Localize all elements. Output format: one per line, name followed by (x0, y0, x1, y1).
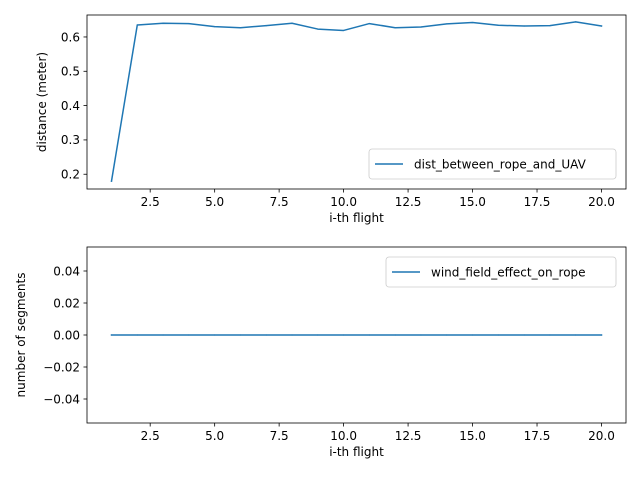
legend-label: wind_field_effect_on_rope (431, 265, 586, 279)
y-tick-label: 0.4 (61, 99, 80, 113)
data-point (446, 334, 448, 336)
x-tick-label: 10.0 (330, 429, 357, 443)
data-point (162, 22, 164, 24)
data-point (575, 21, 577, 23)
data-point (188, 22, 190, 25)
x-tick-label: 5.0 (205, 429, 224, 443)
data-point (265, 334, 267, 336)
legend-box (385, 256, 617, 288)
data-point (368, 334, 370, 336)
data-point (239, 27, 242, 29)
data-point (343, 334, 345, 336)
y-tick-label: 0.3 (61, 133, 80, 147)
segments-chart: 2.5 5.0 7.5 10.0 12.5 15.0 17.5 20.0 −0.04 −0.02 0… (14, 246, 627, 459)
x-tick-label: 10.0 (330, 195, 357, 209)
x-tick-label: 7.5 (270, 429, 289, 443)
distance-chart: 2.5 5.0 7.5 10.0 12.5 15.0 17.5 20.0 0.2 0.3 0.4 0.… (35, 14, 627, 225)
data-point (549, 334, 551, 336)
legend-label: dist_between_rope_and_UAV (414, 157, 587, 171)
data-point (575, 334, 577, 336)
y-tick-label: 0.2 (61, 168, 80, 182)
data-point (110, 180, 113, 182)
data-point (214, 334, 216, 336)
data-point (549, 25, 551, 27)
data-point (394, 334, 396, 336)
x-tick-label: 20.0 (588, 195, 615, 209)
data-point (394, 27, 396, 29)
data-point (110, 334, 113, 336)
plot-frame (86, 14, 627, 190)
data-point (523, 25, 525, 27)
x-tick-label: 17.5 (524, 195, 551, 209)
y-tick-label: 0.00 (53, 328, 80, 342)
data-point (162, 334, 164, 336)
data-point (291, 334, 293, 336)
data-point (136, 334, 138, 336)
x-tick-label: 12.5 (395, 195, 422, 209)
data-point (471, 21, 474, 24)
data-point (523, 334, 525, 336)
y-axis-label: number of segments (14, 273, 28, 398)
x-tick-label: 2.5 (141, 195, 160, 209)
y-tick-label: 0.6 (61, 30, 80, 44)
data-point (317, 334, 319, 336)
data-point (368, 22, 370, 25)
data-point (471, 334, 474, 336)
legend-box (368, 148, 617, 180)
data-point (291, 22, 293, 24)
x-tick-label: 15.0 (459, 429, 486, 443)
data-point (600, 25, 603, 27)
x-tick-label: 15.0 (459, 195, 486, 209)
x-tick-label: 2.5 (141, 429, 160, 443)
data-point (446, 23, 448, 25)
data-point (343, 29, 345, 32)
x-tick-label: 20.0 (588, 429, 615, 443)
y-tick-label: 0.04 (53, 264, 80, 278)
data-point (317, 28, 319, 30)
y-tick-label: 0.5 (61, 65, 80, 79)
x-tick-label: 5.0 (205, 195, 224, 209)
x-axis-label: i-th flight (329, 211, 384, 225)
data-point (214, 26, 216, 28)
data-point (497, 24, 499, 26)
series-line (110, 21, 603, 182)
data-point (420, 26, 422, 28)
data-point (136, 24, 138, 26)
x-tick-label: 7.5 (270, 195, 289, 209)
data-point (497, 334, 499, 336)
y-tick-label: −0.04 (43, 392, 80, 406)
x-tick-label: 17.5 (524, 429, 551, 443)
data-point (420, 334, 422, 336)
y-tick-label: 0.02 (53, 296, 80, 310)
x-tick-label: 12.5 (395, 429, 422, 443)
data-point (239, 334, 242, 336)
data-point (265, 25, 267, 27)
x-axis-label: i-th flight (329, 445, 384, 459)
data-point (188, 334, 190, 336)
y-axis-label: distance (meter) (35, 52, 49, 152)
data-point (600, 334, 603, 336)
y-tick-label: −0.02 (43, 360, 80, 374)
